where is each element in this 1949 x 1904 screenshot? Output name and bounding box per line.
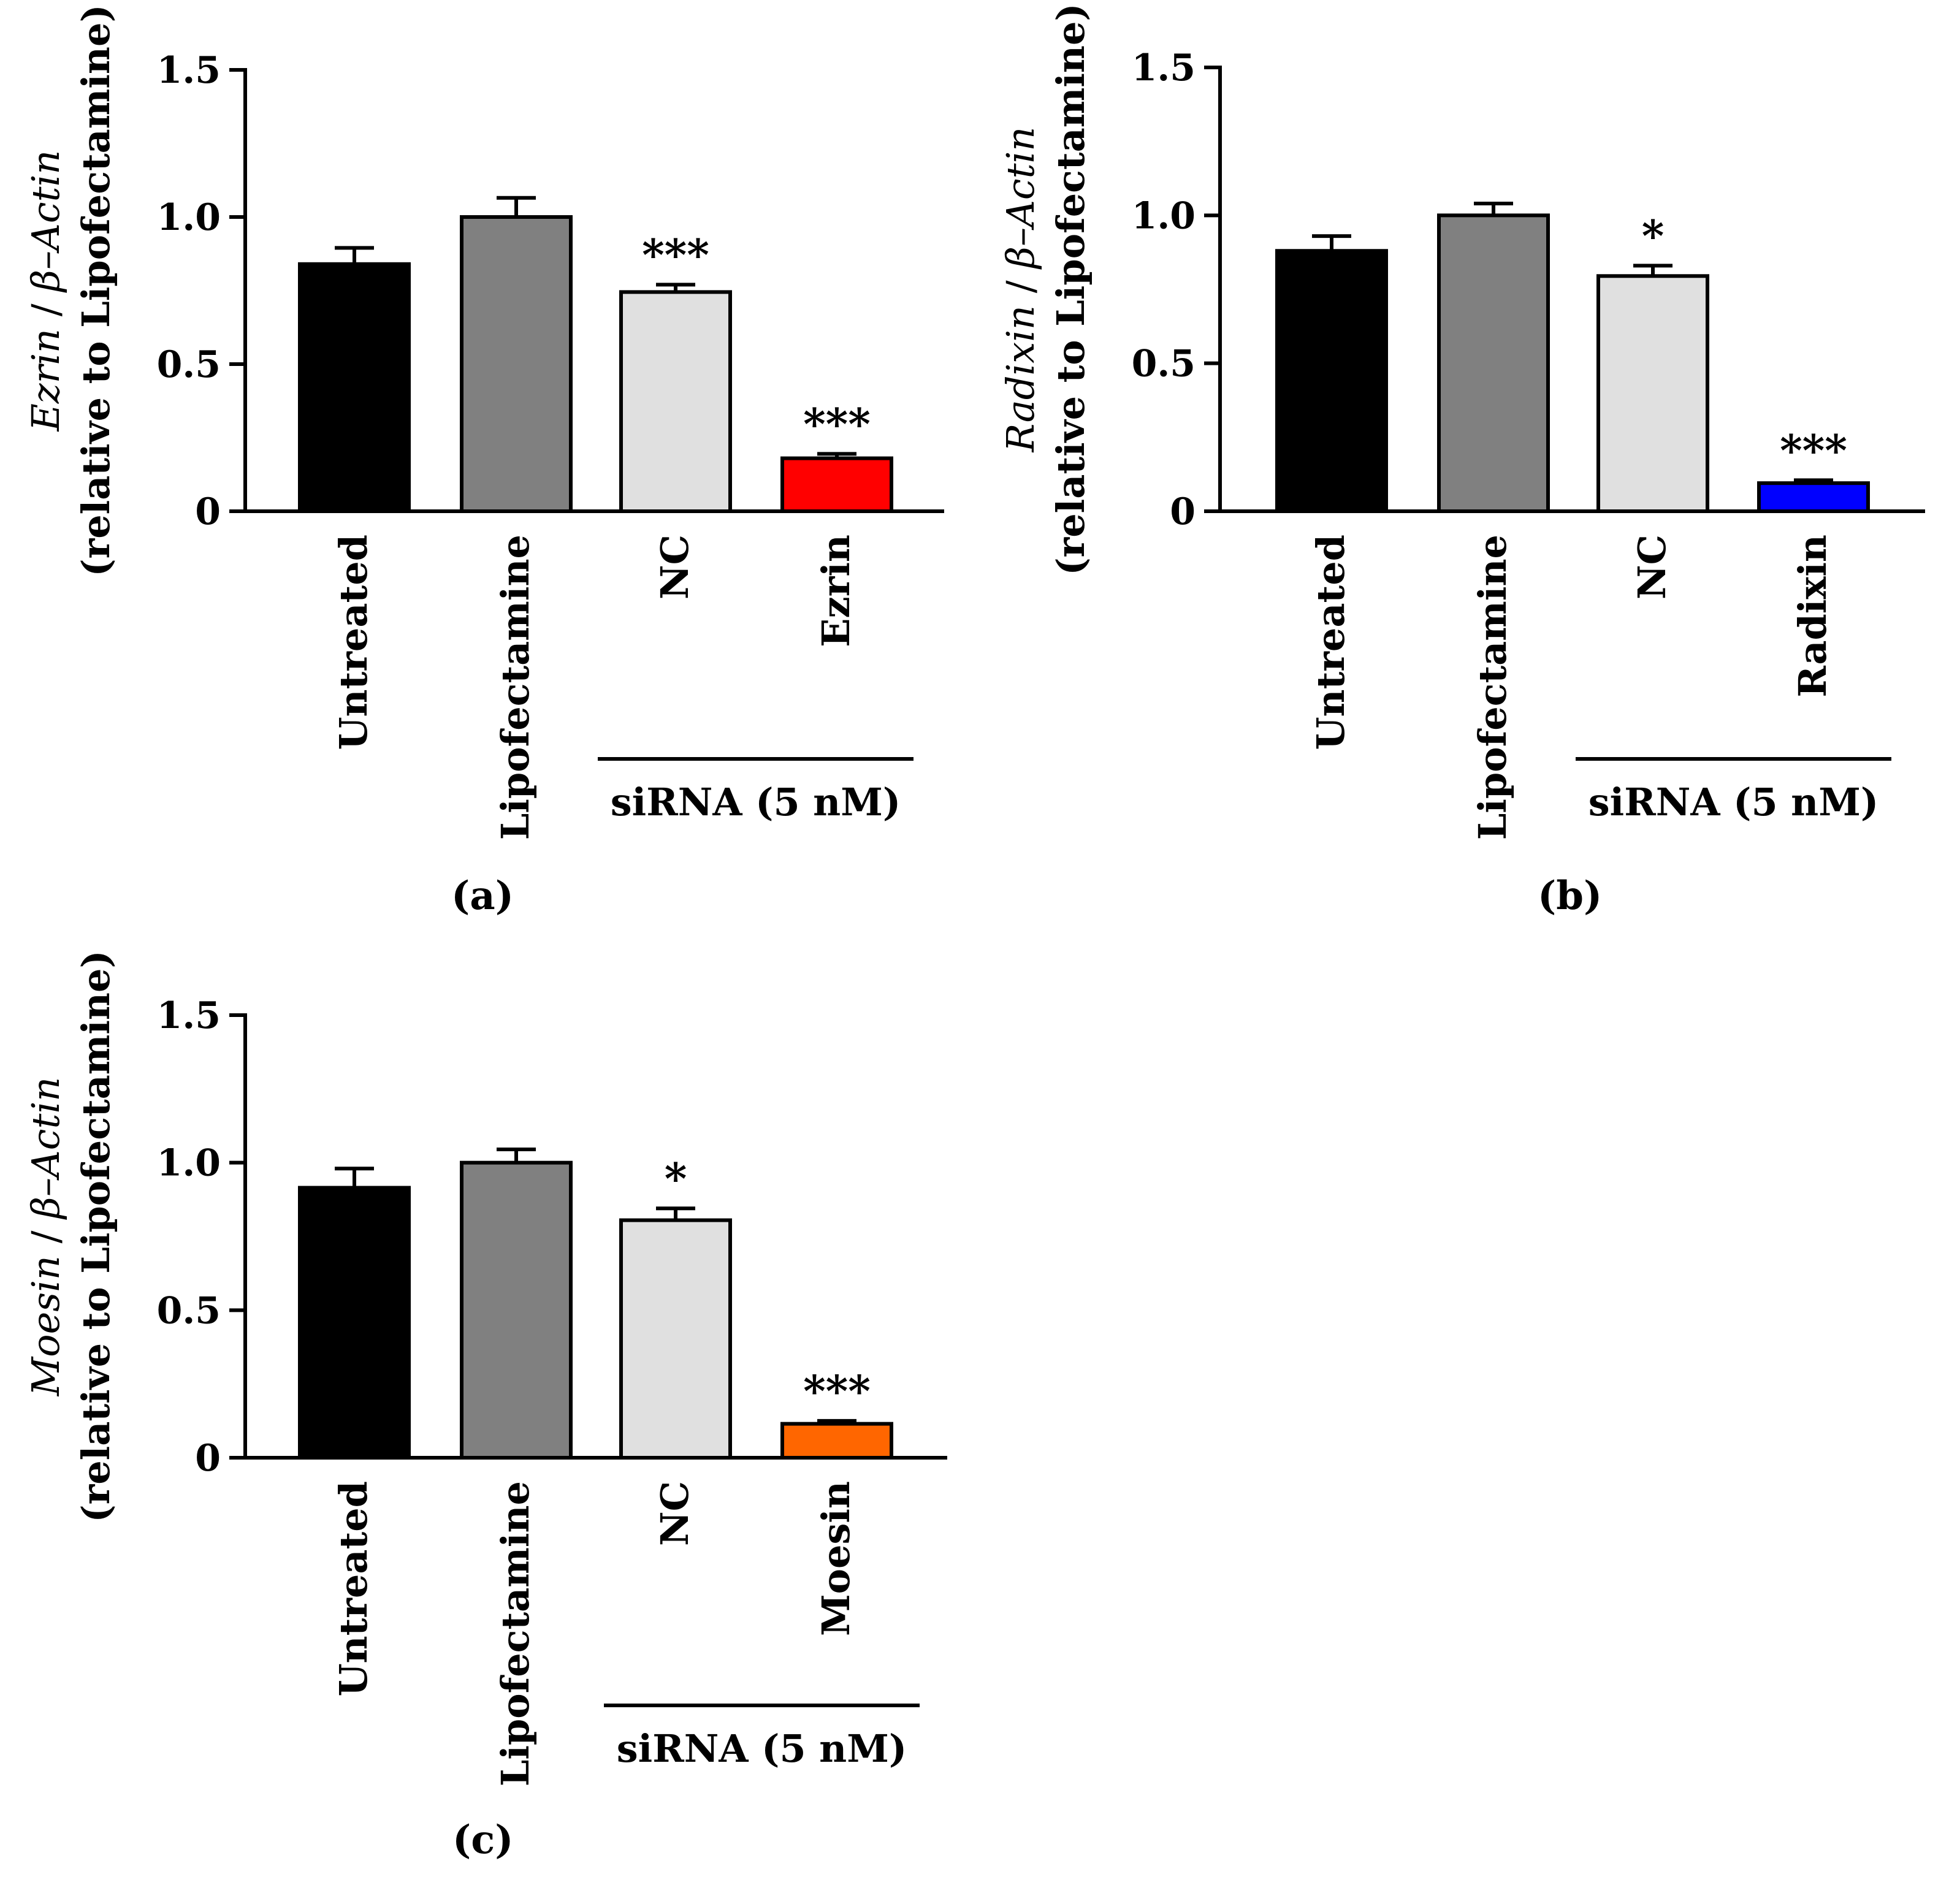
bar — [780, 456, 893, 513]
x-tick-label: Ezrin — [814, 535, 858, 647]
y-axis-title-line2: (relative to Lipofectamine) — [74, 950, 118, 1523]
panel-label-b: (b) — [1538, 873, 1603, 919]
bar — [1275, 249, 1388, 513]
y-axis-title-reference: β–Actin — [23, 150, 68, 293]
panel-label-c: (c) — [452, 1817, 514, 1863]
y-axis-title-reference: β–Actin — [23, 1077, 68, 1220]
significance-label: * — [665, 1153, 687, 1204]
bar — [619, 290, 732, 513]
y-tick-label: 0.5 — [157, 343, 221, 386]
x-tick-label: Radixin — [1790, 535, 1835, 698]
chart-panel-a: *** *** 0 0.5 1.0 1.5 Untreated Lipofectamine NC… — [23, 4, 944, 840]
y-axis-title-separator: / — [23, 292, 68, 329]
y-tick-label: 0 — [1170, 490, 1196, 533]
x-tick-label: NC — [1630, 535, 1674, 600]
y-axis-title-line1: Radixin / β–Actin — [998, 127, 1043, 453]
y-tick-label: 1.5 — [157, 49, 221, 92]
y-axis-title-line2: (relative to Lipofectamine) — [74, 4, 118, 577]
significance-label: * — [1642, 210, 1665, 261]
y-tick-label: 0 — [195, 1437, 221, 1480]
bar — [619, 1218, 732, 1460]
y-tick-label: 0.5 — [157, 1289, 221, 1332]
panel-label-a: (a) — [451, 873, 514, 919]
x-tick-label: Lipofectamine — [493, 535, 538, 840]
y-axis-title-line2: (relative to Lipofectamine) — [1048, 3, 1093, 576]
significance-label: *** — [803, 398, 871, 449]
bar — [1596, 274, 1709, 513]
significance-label: *** — [803, 1366, 871, 1417]
group-label: siRNA (5 nM) — [611, 780, 901, 824]
bar — [780, 1422, 893, 1460]
y-axis-title-separator: / — [23, 1219, 68, 1255]
x-tick-label: Untreated — [331, 1481, 376, 1697]
x-tick-label: Untreated — [1308, 535, 1353, 750]
significance-label: *** — [642, 229, 709, 280]
y-axis-title-line1: Moesin / β–Actin — [23, 1077, 68, 1396]
y-tick-label: 0.5 — [1132, 343, 1196, 386]
y-tick-label: 0 — [195, 490, 221, 533]
y-tick-label: 1.0 — [1132, 194, 1196, 237]
y-axis-title-line1: Ezrin / β–Actin — [23, 150, 68, 432]
bar — [298, 1186, 411, 1460]
group-label: siRNA (5 nM) — [1589, 780, 1878, 824]
y-tick-label: 1.5 — [157, 994, 221, 1037]
x-tick-label: NC — [652, 1481, 697, 1546]
x-tick-label: Lipofectamine — [493, 1481, 538, 1786]
bar — [298, 262, 411, 513]
group-label: siRNA (5 nM) — [617, 1726, 907, 1771]
x-tick-label: Moesin — [814, 1481, 858, 1636]
x-tick-label: Untreated — [331, 535, 376, 750]
y-axis-title-gene: Ezrin — [23, 329, 68, 432]
y-tick-label: 1.0 — [157, 196, 221, 239]
bar — [1437, 213, 1550, 513]
bar — [460, 215, 573, 513]
significance-label: *** — [1780, 425, 1847, 476]
x-tick-label: NC — [652, 535, 697, 600]
bar — [1757, 481, 1870, 513]
y-tick-label: 1.0 — [157, 1142, 221, 1185]
bar — [460, 1160, 573, 1460]
y-axis-title-reference: β–Actin — [998, 127, 1043, 270]
y-axis-title-gene: Moesin — [23, 1255, 68, 1396]
y-axis-title-gene: Radixin — [998, 305, 1043, 452]
x-tick-label: Lipofectamine — [1470, 535, 1515, 840]
y-tick-label: 1.5 — [1132, 47, 1196, 89]
y-axis-title-separator: / — [998, 268, 1043, 305]
